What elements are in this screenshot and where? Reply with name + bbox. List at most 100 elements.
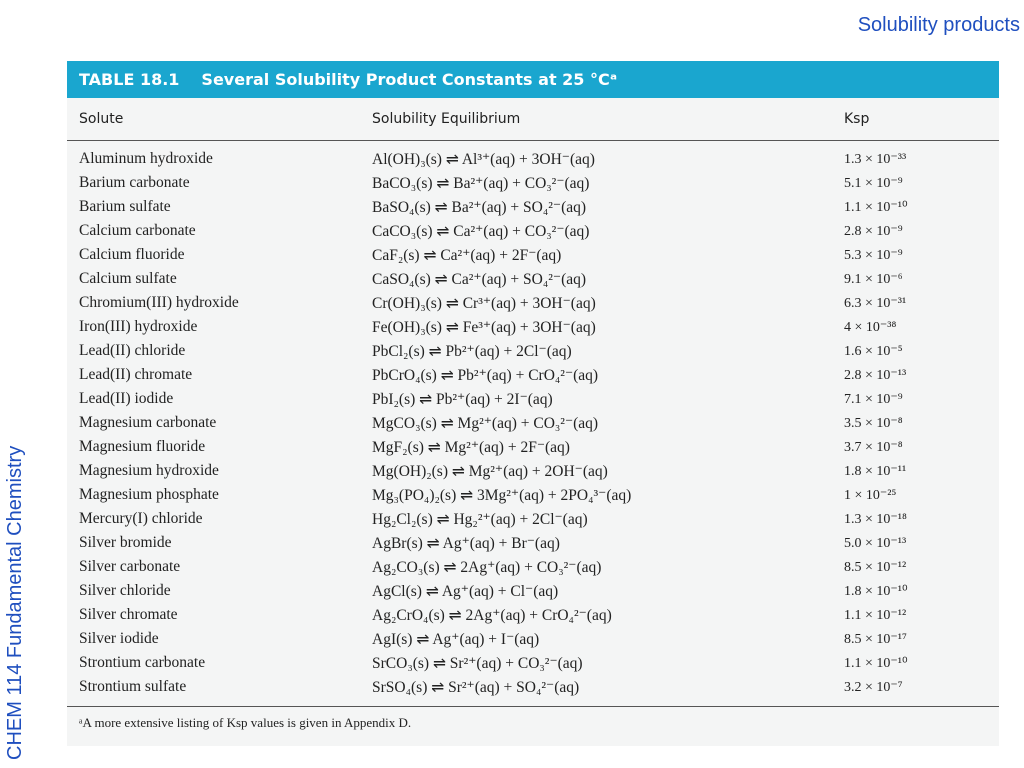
table-footnote: ᵃA more extensive listing of Ksp values … bbox=[67, 706, 999, 739]
cell-ksp: 5.0 × 10⁻¹³ bbox=[844, 535, 907, 551]
table-title-bar: TABLE 18.1 Several Solubility Product Co… bbox=[67, 61, 999, 98]
cell-equilibrium: PbCrO₄(s) ⇌ Pb²⁺(aq) + CrO₄²⁻(aq) bbox=[372, 366, 599, 384]
table-row: Aluminum hydroxide Al(OH)₃(s) ⇌ Al³⁺(aq) … bbox=[67, 147, 999, 171]
cell-equilibrium: PbI₂(s) ⇌ Pb²⁺(aq) + 2I⁻(aq) bbox=[372, 390, 553, 408]
column-header-ksp: Ksp bbox=[844, 111, 870, 127]
cell-solute: Lead(II) iodide bbox=[79, 390, 174, 407]
table-row: Calcium sulfate CaSO₄(s) ⇌ Ca²⁺(aq) + SO₄… bbox=[67, 267, 999, 291]
cell-equilibrium: CaSO₄(s) ⇌ Ca²⁺(aq) + SO₄²⁻(aq) bbox=[372, 270, 587, 288]
cell-equilibrium: CaF₂(s) ⇌ Ca²⁺(aq) + 2F⁻(aq) bbox=[372, 246, 562, 264]
cell-ksp: 1.1 × 10⁻¹² bbox=[844, 607, 907, 623]
cell-equilibrium: Mg₃(PO₄)₂(s) ⇌ 3Mg²⁺(aq) + 2PO₄³⁻(aq) bbox=[372, 486, 632, 504]
table-row: Strontium sulfate SrSO₄(s) ⇌ Sr²⁺(aq) + S… bbox=[67, 675, 999, 699]
cell-solute: Aluminum hydroxide bbox=[79, 150, 213, 167]
cell-solute: Calcium sulfate bbox=[79, 270, 177, 287]
cell-equilibrium: AgCl(s) ⇌ Ag⁺(aq) + Cl⁻(aq) bbox=[372, 582, 559, 600]
cell-ksp: 4 × 10⁻³⁸ bbox=[844, 319, 897, 335]
table-row: Strontium carbonate SrCO₃(s) ⇌ Sr²⁺(aq) +… bbox=[67, 651, 999, 675]
table-row: Lead(II) chloride PbCl₂(s) ⇌ Pb²⁺(aq) + 2… bbox=[67, 339, 999, 363]
cell-equilibrium: SrCO₃(s) ⇌ Sr²⁺(aq) + CO₃²⁻(aq) bbox=[372, 654, 583, 672]
cell-ksp: 3.2 × 10⁻⁷ bbox=[844, 679, 903, 695]
cell-equilibrium: Al(OH)₃(s) ⇌ Al³⁺(aq) + 3OH⁻(aq) bbox=[372, 150, 595, 168]
cell-ksp: 2.8 × 10⁻⁹ bbox=[844, 223, 903, 239]
cell-equilibrium: Hg₂Cl₂(s) ⇌ Hg₂²⁺(aq) + 2Cl⁻(aq) bbox=[372, 510, 588, 528]
cell-solute: Strontium carbonate bbox=[79, 654, 206, 671]
cell-solute: Barium carbonate bbox=[79, 174, 190, 191]
cell-solute: Calcium fluoride bbox=[79, 246, 185, 263]
cell-ksp: 3.7 × 10⁻⁸ bbox=[844, 439, 903, 455]
table-row: Silver chloride AgCl(s) ⇌ Ag⁺(aq) + Cl⁻(a… bbox=[67, 579, 999, 603]
cell-equilibrium: CaCO₃(s) ⇌ Ca²⁺(aq) + CO₃²⁻(aq) bbox=[372, 222, 590, 240]
cell-ksp: 3.5 × 10⁻⁸ bbox=[844, 415, 903, 431]
table-row: Magnesium hydroxide Mg(OH)₂(s) ⇌ Mg²⁺(aq)… bbox=[67, 459, 999, 483]
table-row: Calcium carbonate CaCO₃(s) ⇌ Ca²⁺(aq) + C… bbox=[67, 219, 999, 243]
cell-solute: Lead(II) chloride bbox=[79, 342, 186, 359]
cell-solute: Magnesium phosphate bbox=[79, 486, 219, 503]
cell-ksp: 8.5 × 10⁻¹² bbox=[844, 559, 907, 575]
cell-ksp: 5.3 × 10⁻⁹ bbox=[844, 247, 903, 263]
table-row: Calcium fluoride CaF₂(s) ⇌ Ca²⁺(aq) + 2F⁻… bbox=[67, 243, 999, 267]
cell-ksp: 1.3 × 10⁻³³ bbox=[844, 151, 907, 167]
cell-equilibrium: MgF₂(s) ⇌ Mg²⁺(aq) + 2F⁻(aq) bbox=[372, 438, 570, 456]
table-row: Magnesium carbonate MgCO₃(s) ⇌ Mg²⁺(aq) +… bbox=[67, 411, 999, 435]
table-row: Mercury(I) chloride Hg₂Cl₂(s) ⇌ Hg₂²⁺(aq)… bbox=[67, 507, 999, 531]
cell-solute: Silver chromate bbox=[79, 606, 178, 623]
column-header-equilibrium: Solubility Equilibrium bbox=[372, 111, 521, 127]
table-row: Lead(II) chromate PbCrO₄(s) ⇌ Pb²⁺(aq) + … bbox=[67, 363, 999, 387]
cell-solute: Silver bromide bbox=[79, 534, 172, 551]
table-row: Silver bromide AgBr(s) ⇌ Ag⁺(aq) + Br⁻(aq… bbox=[67, 531, 999, 555]
cell-solute: Silver carbonate bbox=[79, 558, 181, 575]
table-body: Aluminum hydroxide Al(OH)₃(s) ⇌ Al³⁺(aq) … bbox=[67, 141, 999, 699]
cell-solute: Iron(III) hydroxide bbox=[79, 318, 198, 335]
column-header-solute: Solute bbox=[79, 111, 124, 127]
cell-ksp: 1.3 × 10⁻¹⁸ bbox=[844, 511, 907, 527]
cell-solute: Chromium(III) hydroxide bbox=[79, 294, 239, 311]
cell-equilibrium: MgCO₃(s) ⇌ Mg²⁺(aq) + CO₃²⁻(aq) bbox=[372, 414, 599, 432]
cell-equilibrium: Mg(OH)₂(s) ⇌ Mg²⁺(aq) + 2OH⁻(aq) bbox=[372, 462, 608, 480]
table-row: Lead(II) iodide PbI₂(s) ⇌ Pb²⁺(aq) + 2I⁻(… bbox=[67, 387, 999, 411]
cell-ksp: 9.1 × 10⁻⁶ bbox=[844, 271, 903, 287]
cell-ksp: 1.8 × 10⁻¹¹ bbox=[844, 463, 907, 479]
cell-equilibrium: SrSO₄(s) ⇌ Sr²⁺(aq) + SO₄²⁻(aq) bbox=[372, 678, 580, 696]
cell-ksp: 1.1 × 10⁻¹⁰ bbox=[844, 199, 908, 215]
table-row: Silver carbonate Ag₂CO₃(s) ⇌ 2Ag⁺(aq) + C… bbox=[67, 555, 999, 579]
cell-equilibrium: Ag₂CrO₄(s) ⇌ 2Ag⁺(aq) + CrO₄²⁻(aq) bbox=[372, 606, 612, 624]
cell-solute: Mercury(I) chloride bbox=[79, 510, 203, 527]
cell-ksp: 1.8 × 10⁻¹⁰ bbox=[844, 583, 908, 599]
solubility-table: TABLE 18.1 Several Solubility Product Co… bbox=[67, 61, 999, 746]
cell-ksp: 7.1 × 10⁻⁹ bbox=[844, 391, 903, 407]
table-row: Barium sulfate BaSO₄(s) ⇌ Ba²⁺(aq) + SO₄²… bbox=[67, 195, 999, 219]
cell-solute: Barium sulfate bbox=[79, 198, 171, 215]
table-row: Silver iodide AgI(s) ⇌ Ag⁺(aq) + I⁻(aq) 8.… bbox=[67, 627, 999, 651]
cell-ksp: 2.8 × 10⁻¹³ bbox=[844, 367, 907, 383]
cell-solute: Magnesium fluoride bbox=[79, 438, 206, 455]
table-title: Several Solubility Product Constants at … bbox=[201, 70, 618, 89]
table-row: Chromium(III) hydroxide Cr(OH)₃(s) ⇌ Cr³⁺… bbox=[67, 291, 999, 315]
cell-equilibrium: AgI(s) ⇌ Ag⁺(aq) + I⁻(aq) bbox=[372, 630, 540, 648]
course-side-label: CHEM 114 Fundamental Chemistry bbox=[4, 445, 26, 760]
table-row: Iron(III) hydroxide Fe(OH)₃(s) ⇌ Fe³⁺(aq)… bbox=[67, 315, 999, 339]
cell-equilibrium: Ag₂CO₃(s) ⇌ 2Ag⁺(aq) + CO₃²⁻(aq) bbox=[372, 558, 602, 576]
cell-solute: Lead(II) chromate bbox=[79, 366, 193, 383]
cell-solute: Magnesium carbonate bbox=[79, 414, 217, 431]
cell-ksp: 5.1 × 10⁻⁹ bbox=[844, 175, 903, 191]
cell-solute: Silver chloride bbox=[79, 582, 171, 599]
table-number: TABLE 18.1 bbox=[79, 70, 180, 89]
cell-ksp: 8.5 × 10⁻¹⁷ bbox=[844, 631, 907, 647]
table-row: Magnesium fluoride MgF₂(s) ⇌ Mg²⁺(aq) + 2… bbox=[67, 435, 999, 459]
cell-solute: Silver iodide bbox=[79, 630, 159, 647]
cell-ksp: 1.6 × 10⁻⁵ bbox=[844, 343, 903, 359]
cell-ksp: 6.3 × 10⁻³¹ bbox=[844, 295, 907, 311]
cell-equilibrium: Fe(OH)₃(s) ⇌ Fe³⁺(aq) + 3OH⁻(aq) bbox=[372, 318, 596, 336]
cell-equilibrium: BaSO₄(s) ⇌ Ba²⁺(aq) + SO₄²⁻(aq) bbox=[372, 198, 587, 216]
cell-equilibrium: BaCO₃(s) ⇌ Ba²⁺(aq) + CO₃²⁻(aq) bbox=[372, 174, 590, 192]
cell-solute: Strontium sulfate bbox=[79, 678, 187, 695]
cell-equilibrium: Cr(OH)₃(s) ⇌ Cr³⁺(aq) + 3OH⁻(aq) bbox=[372, 294, 596, 312]
cell-solute: Magnesium hydroxide bbox=[79, 462, 219, 479]
cell-equilibrium: PbCl₂(s) ⇌ Pb²⁺(aq) + 2Cl⁻(aq) bbox=[372, 342, 572, 360]
table-header-row: Solute Solubility Equilibrium Ksp bbox=[67, 98, 999, 141]
cell-ksp: 1.1 × 10⁻¹⁰ bbox=[844, 655, 908, 671]
cell-ksp: 1 × 10⁻²⁵ bbox=[844, 487, 897, 503]
cell-equilibrium: AgBr(s) ⇌ Ag⁺(aq) + Br⁻(aq) bbox=[372, 534, 560, 552]
table-row: Silver chromate Ag₂CrO₄(s) ⇌ 2Ag⁺(aq) + C… bbox=[67, 603, 999, 627]
